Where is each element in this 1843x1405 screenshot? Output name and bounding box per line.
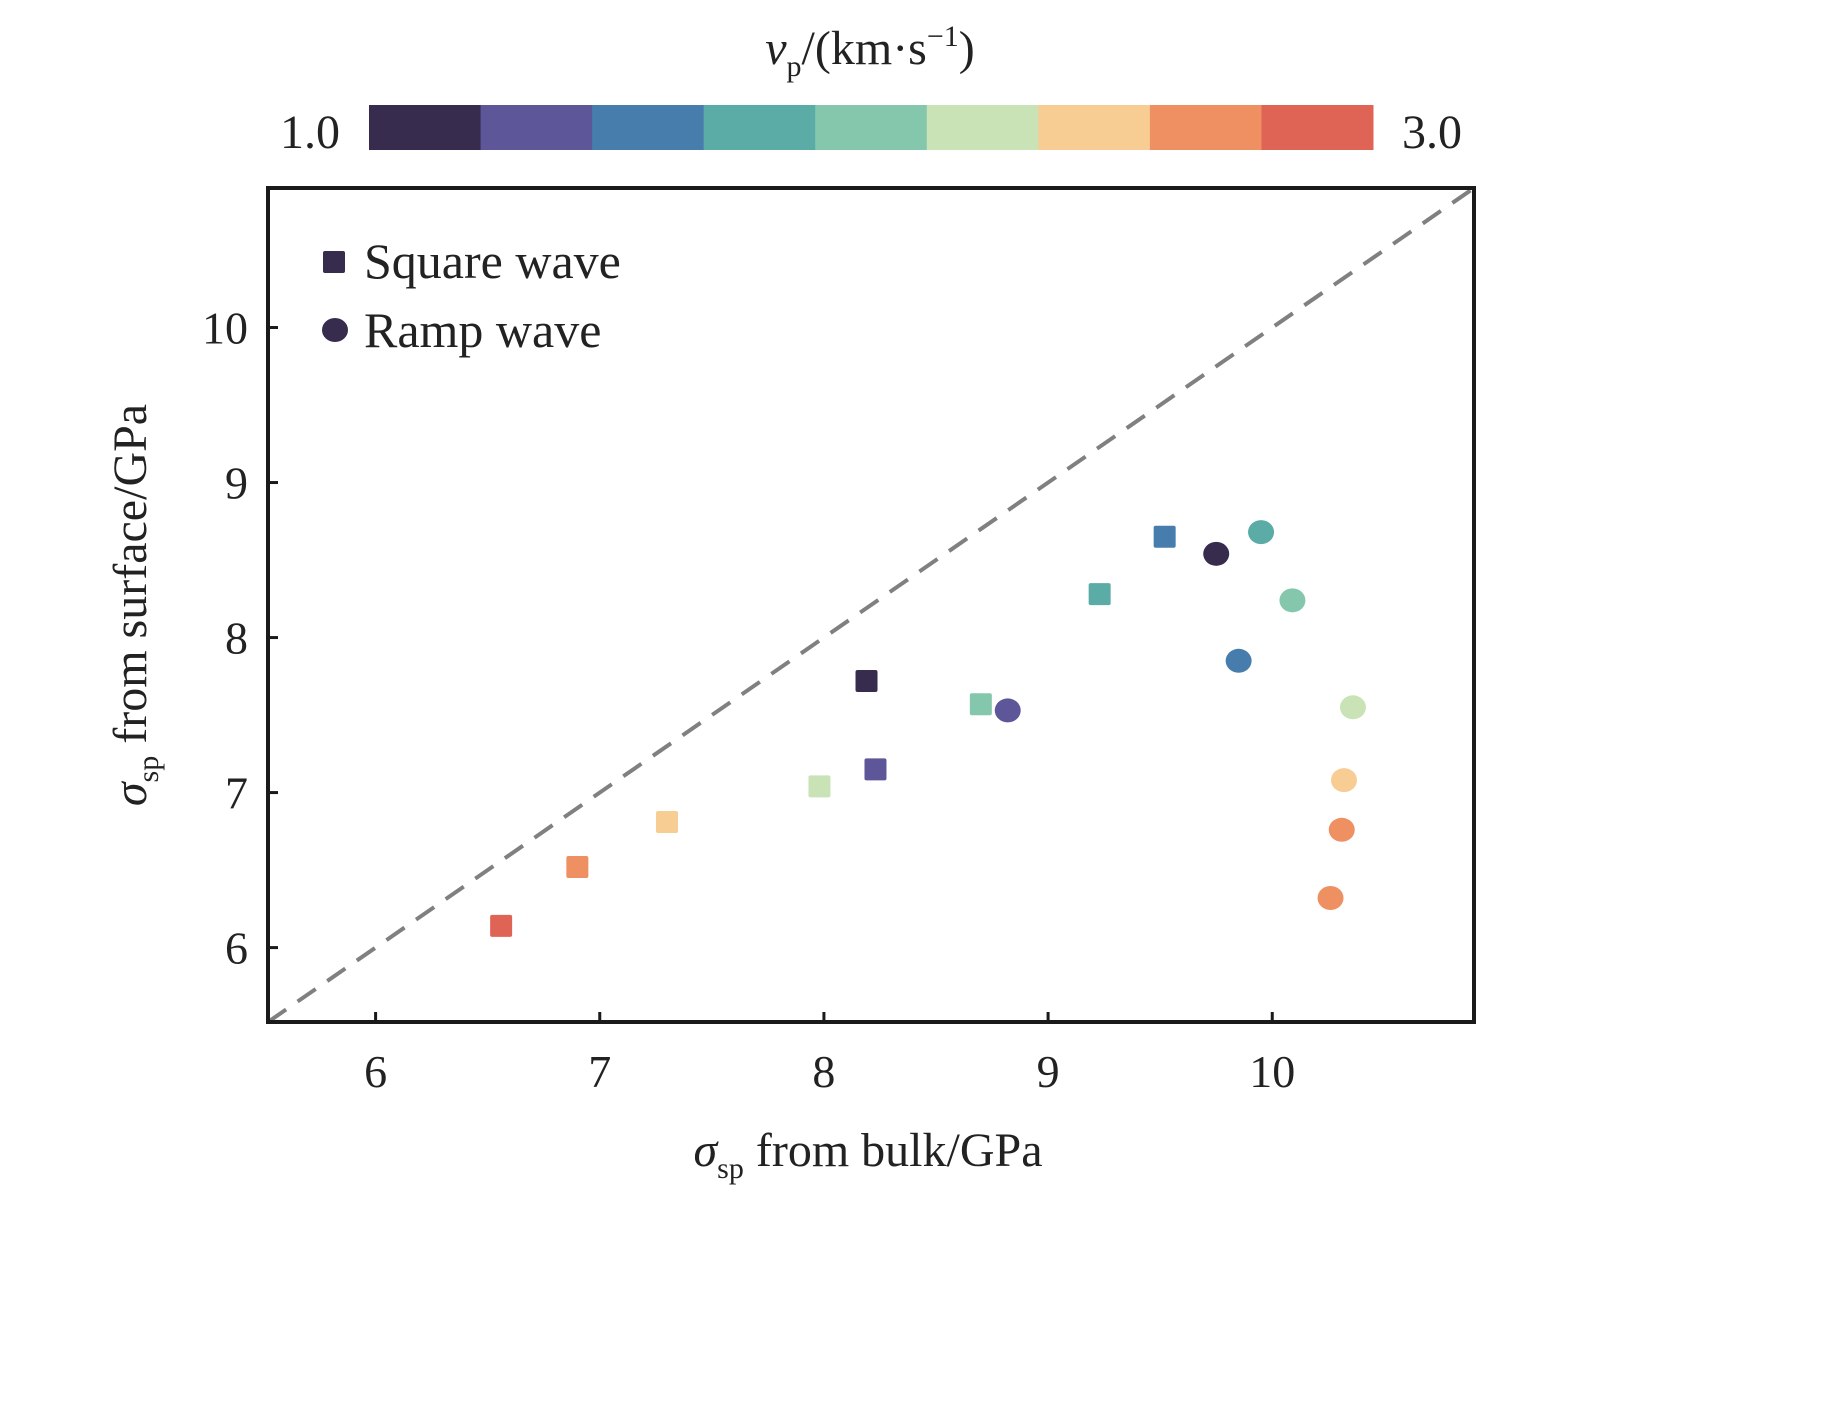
square-wave-point — [808, 775, 831, 798]
x-axis-title-text: from bulk/GPa — [744, 1124, 1043, 1177]
square-wave-point — [1153, 525, 1176, 548]
legend-square-marker-icon — [323, 251, 345, 273]
colorbar-segment — [1261, 105, 1374, 150]
legend-label-ramp-wave: Ramp wave — [364, 302, 601, 358]
y-axis-title-sub: sp — [132, 756, 165, 783]
x-tick-label: 7 — [588, 1046, 611, 1097]
square-wave-point — [969, 693, 992, 716]
reference-line-y-equals-x — [266, 186, 1476, 1024]
square-wave-point — [1088, 583, 1111, 606]
reference-line-layer — [266, 186, 1476, 1024]
colorbar — [369, 105, 1374, 150]
plot-frame — [266, 186, 1476, 1024]
ramp-wave-point — [1203, 541, 1230, 566]
ramp-wave-point — [1328, 817, 1355, 842]
y-tick-label: 6 — [225, 923, 248, 974]
y-tick-label: 10 — [202, 303, 248, 354]
ramp-wave-point — [1225, 648, 1252, 673]
x-tick-label: 8 — [812, 1046, 835, 1097]
ramp-wave-point — [1317, 885, 1344, 910]
square-wave-point — [566, 855, 589, 878]
colorbar-title-close: ) — [959, 22, 975, 75]
x-tick-label: 6 — [364, 1046, 387, 1097]
colorbar-segment — [480, 105, 593, 150]
colorbar-segment — [815, 105, 928, 150]
ramp-wave-point — [1339, 695, 1366, 720]
square-wave-point — [656, 811, 679, 834]
ramp-wave-point — [1279, 588, 1306, 613]
colorbar-title-sub: p — [787, 50, 802, 83]
colorbar-segment — [1149, 105, 1262, 150]
square-wave-point — [864, 758, 887, 781]
legend-label-square-wave: Square wave — [364, 233, 621, 289]
y-tick-label: 9 — [225, 458, 248, 509]
y-axis-title: σsp from surface/GPa — [104, 404, 165, 806]
x-axis-ticks: 6 7 8 9 10 — [364, 1012, 1295, 1097]
y-tick-label: 8 — [225, 613, 248, 664]
square-wave-point — [855, 669, 878, 692]
square-wave-point — [490, 914, 513, 937]
ramp-wave-point — [1248, 520, 1275, 545]
x-tick-label: 10 — [1249, 1046, 1295, 1097]
colorbar-segment — [926, 105, 1039, 150]
colorbar-min-label: 1.0 — [280, 106, 340, 159]
colorbar-segment — [369, 105, 482, 150]
ramp-wave-point — [994, 698, 1021, 723]
x-axis-title: σsp from bulk/GPa — [694, 1124, 1043, 1185]
colorbar-segment — [592, 105, 705, 150]
colorbar-title: vp/(km·s−1) — [765, 20, 975, 83]
colorbar-segment — [1038, 105, 1151, 150]
colorbar-title-text: /(km·s — [802, 22, 927, 75]
legend: Square wave Ramp wave — [322, 233, 621, 358]
y-axis-ticks: 6 7 8 9 10 — [202, 303, 278, 974]
points-layer — [490, 520, 1366, 937]
y-tick-label: 7 — [225, 768, 248, 819]
colorbar-segment — [703, 105, 816, 150]
legend-circle-marker-icon — [322, 318, 348, 342]
y-axis-title-text: from surface/GPa — [104, 404, 157, 756]
x-axis-title-sub: sp — [717, 1152, 744, 1185]
y-axis-title-symbol: σ — [104, 780, 157, 806]
ramp-wave-point — [1330, 768, 1357, 793]
colorbar-title-symbol: v — [765, 22, 787, 75]
x-tick-label: 9 — [1037, 1046, 1060, 1097]
x-axis-title-symbol: σ — [694, 1124, 720, 1177]
colorbar-max-label: 3.0 — [1402, 106, 1462, 159]
colorbar-title-sup: −1 — [927, 20, 959, 53]
